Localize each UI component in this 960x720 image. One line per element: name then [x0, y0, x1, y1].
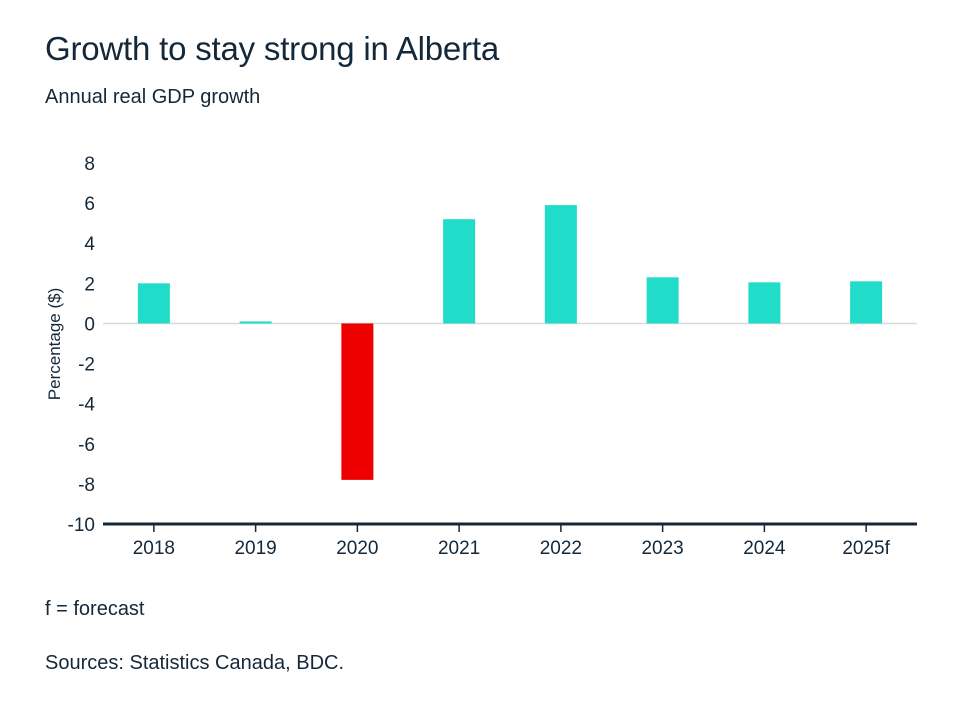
bar-2022: [544, 205, 577, 324]
bar-2025f: [850, 281, 883, 324]
x-tick-label: 2025f: [842, 538, 890, 559]
bar-2021: [443, 219, 476, 324]
chart-title: Growth to stay strong in Alberta: [45, 30, 499, 67]
forecast-note: f = forecast: [45, 598, 145, 620]
x-tick-label: 2020: [336, 538, 378, 559]
bars: [137, 205, 883, 480]
x-tick-label: 2022: [540, 538, 582, 559]
y-tick-label: 4: [84, 234, 95, 255]
bar-2024: [748, 282, 781, 324]
x-tick-label: 2024: [743, 538, 786, 559]
chart-subtitle: Annual real GDP growth: [45, 86, 261, 108]
y-tick-label: 8: [84, 154, 95, 175]
x-tick-label: 2023: [641, 538, 683, 559]
bar-2018: [137, 283, 170, 324]
bar-2023: [646, 277, 679, 324]
bar-2019: [239, 321, 272, 324]
y-tick-label: -4: [78, 395, 95, 416]
y-tick-label: 6: [84, 194, 95, 215]
x-tick-label: 2018: [133, 538, 175, 559]
y-tick-label: -2: [78, 355, 95, 376]
bar-2020: [341, 323, 374, 480]
y-tick-label: -8: [78, 475, 95, 496]
x-tick-label: 2021: [438, 538, 480, 559]
y-tick-label: -10: [68, 515, 95, 536]
y-tick-label: 2: [84, 274, 95, 295]
source-note: Sources: Statistics Canada, BDC.: [45, 652, 345, 674]
y-axis-label: Percentage ($): [45, 288, 64, 400]
y-tick-label: 0: [84, 314, 95, 335]
x-axis-ticks: 2018 2019 2020 2021 2022 2023 2024 2025f: [133, 524, 891, 559]
x-tick-label: 2019: [234, 538, 276, 559]
y-axis-ticks: 8 6 4 2 0 -2 -4 -6 -8 -10: [68, 154, 96, 536]
y-tick-label: -6: [78, 435, 95, 456]
